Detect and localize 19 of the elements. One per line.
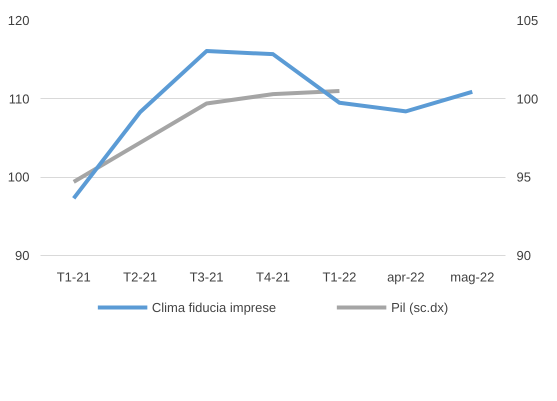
legend-label: Pil (sc.dx) bbox=[391, 300, 448, 314]
x-tick-label: T3-21 bbox=[190, 270, 224, 284]
x-tick-label: T1-22 bbox=[322, 270, 356, 284]
x-tick-label: T2-21 bbox=[123, 270, 158, 284]
x-tick-label: mag-22 bbox=[450, 270, 494, 284]
y-tick-label: 120 bbox=[8, 13, 30, 28]
y-tick-label: 110 bbox=[8, 91, 30, 106]
x-tick-label: apr-22 bbox=[387, 270, 425, 284]
legend-label: Clima fiducia imprese bbox=[152, 300, 276, 314]
y2-tick-label: 105 bbox=[516, 13, 538, 28]
x-tick-label: T1-21 bbox=[56, 270, 91, 284]
y-tick-label: 90 bbox=[15, 248, 30, 263]
y2-tick-label: 100 bbox=[516, 91, 538, 106]
y2-tick-label: 95 bbox=[516, 170, 531, 185]
y2-tick-label: 90 bbox=[516, 248, 531, 263]
y-tick-label: 100 bbox=[8, 170, 30, 185]
line-series bbox=[72, 89, 342, 184]
line-series bbox=[72, 49, 474, 200]
x-tick-label: T4-21 bbox=[256, 270, 290, 284]
